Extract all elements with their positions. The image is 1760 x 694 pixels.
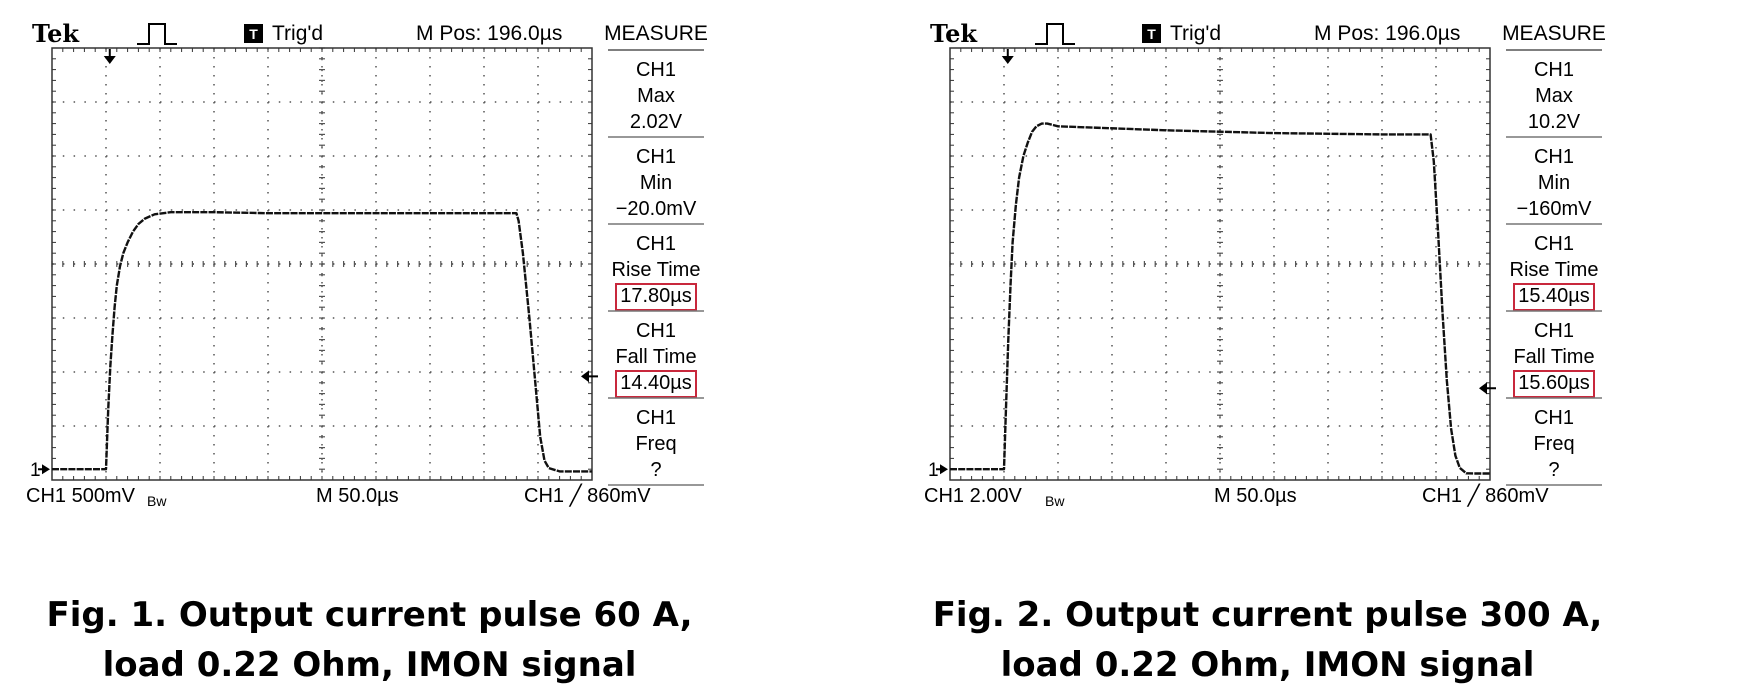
- measure-label: Min: [1538, 172, 1570, 194]
- pulse-mode-icon: [1035, 23, 1075, 45]
- channel-scale: CH1 500mV: [26, 485, 136, 507]
- measure-channel: CH1: [636, 233, 676, 255]
- caption-line-1: Fig. 2. Output current pulse 300 A,: [932, 595, 1603, 635]
- channel-scale: CH1 2.00V: [924, 485, 1022, 507]
- measure-value: 15.60µs: [1518, 372, 1590, 394]
- right-arrow-icon: [936, 464, 948, 475]
- measure-label: Rise Time: [1510, 259, 1599, 281]
- measure-channel: CH1: [1534, 320, 1574, 342]
- measure-value: −160mV: [1516, 198, 1592, 220]
- brand-logo: Tek: [32, 19, 80, 48]
- figure-caption: Fig. 2. Output current pulse 300 A, load…: [930, 590, 1605, 690]
- measure-label: Freq: [635, 433, 676, 455]
- waveform-trace: [950, 122, 1490, 475]
- trigger-status: Trig'd: [1170, 22, 1221, 45]
- measure-value: 17.80µs: [620, 285, 692, 307]
- measure-label: Max: [637, 85, 675, 107]
- measure-label: Freq: [1533, 433, 1574, 455]
- channel-marker: 1: [30, 460, 41, 481]
- svg-text:T: T: [1147, 26, 1156, 42]
- timebase: M 50.0µs: [1214, 485, 1297, 507]
- measure-label: Max: [1535, 85, 1573, 107]
- brand-logo: Tek: [930, 19, 978, 48]
- pulse-mode-icon: [137, 23, 177, 45]
- measure-label: Min: [640, 172, 672, 194]
- measure-channel: CH1: [636, 320, 676, 342]
- highlight-box: [1513, 370, 1595, 398]
- measure-label: Fall Time: [1513, 346, 1594, 368]
- measure-panel: MEASURE CH1 Max 10.2V CH1 Min −160mV CH1 Rise T…: [1502, 22, 1606, 486]
- t-box-icon: T: [244, 24, 263, 43]
- trigger-readout: CH1 ╱ 860mV: [524, 483, 651, 507]
- caption-line-2: load 0.22 Ohm, IMON signal: [1000, 645, 1535, 685]
- measure-value: ?: [650, 459, 661, 481]
- plot-area: [51, 47, 593, 481]
- measure-channel: CH1: [1534, 146, 1574, 168]
- highlight-box: [615, 370, 697, 398]
- caption-line-2: load 0.22 Ohm, IMON signal: [102, 645, 637, 685]
- scope-panel-1: Tek T Trig'd M Pos: 196.0µs MEASURE CH1 M…: [26, 0, 832, 694]
- measure-channel: CH1: [636, 59, 676, 81]
- measure-channel: CH1: [1534, 233, 1574, 255]
- svg-text:T: T: [249, 26, 258, 42]
- down-arrow-icon: [1001, 49, 1014, 64]
- right-arrow-icon: [38, 464, 50, 475]
- scope-panel-2: Tek T Trig'd M Pos: 196.0µs MEASURE CH1 M…: [924, 0, 1730, 694]
- t-box-icon: T: [1142, 24, 1161, 43]
- down-arrow-icon: [103, 49, 116, 64]
- measure-label: Fall Time: [615, 346, 696, 368]
- measure-channel: CH1: [1534, 59, 1574, 81]
- waveform-trace: [52, 210, 592, 473]
- measure-label: Rise Time: [612, 259, 701, 281]
- trigger-status: Trig'd: [272, 22, 323, 45]
- position-readout: M Pos: 196.0µs: [1314, 22, 1460, 45]
- measure-title: MEASURE: [604, 22, 708, 45]
- measure-title: MEASURE: [1502, 22, 1606, 45]
- highlight-box: [615, 283, 697, 311]
- oscilloscope-screen: Tek T Trig'd M Pos: 196.0µs MEASURE CH1M…: [924, 19, 1606, 509]
- position-readout: M Pos: 196.0µs: [416, 22, 562, 45]
- bandwidth-marker: Bw: [147, 493, 167, 509]
- plot-area: [949, 47, 1491, 481]
- measure-value: 2.02V: [630, 111, 683, 133]
- channel-marker: 1: [928, 460, 939, 481]
- caption-line-1: Fig. 1. Output current pulse 60 A,: [46, 595, 693, 635]
- measure-value: 15.40µs: [1518, 285, 1590, 307]
- figure-caption: Fig. 1. Output current pulse 60 A, load …: [32, 590, 707, 690]
- timebase: M 50.0µs: [316, 485, 399, 507]
- measure-value: 14.40µs: [620, 372, 692, 394]
- measure-value: 10.2V: [1528, 111, 1581, 133]
- measure-value: −20.0mV: [616, 198, 697, 220]
- measure-panel: MEASURE CH1 Max 2.02V CH1 Min −20.0mV CH1 Rise …: [604, 22, 708, 486]
- measure-value: ?: [1548, 459, 1559, 481]
- trigger-readout: CH1 ╱ 860mV: [1422, 483, 1549, 507]
- measure-channel: CH1: [636, 407, 676, 429]
- oscilloscope-screen: Tek T Trig'd M Pos: 196.0µs MEASURE CH1M…: [26, 19, 708, 509]
- left-arrow-icon: [581, 370, 598, 383]
- left-arrow-icon: [1479, 382, 1496, 395]
- measure-channel: CH1: [1534, 407, 1574, 429]
- bandwidth-marker: Bw: [1045, 493, 1065, 509]
- measure-channel: CH1: [636, 146, 676, 168]
- highlight-box: [1513, 283, 1595, 311]
